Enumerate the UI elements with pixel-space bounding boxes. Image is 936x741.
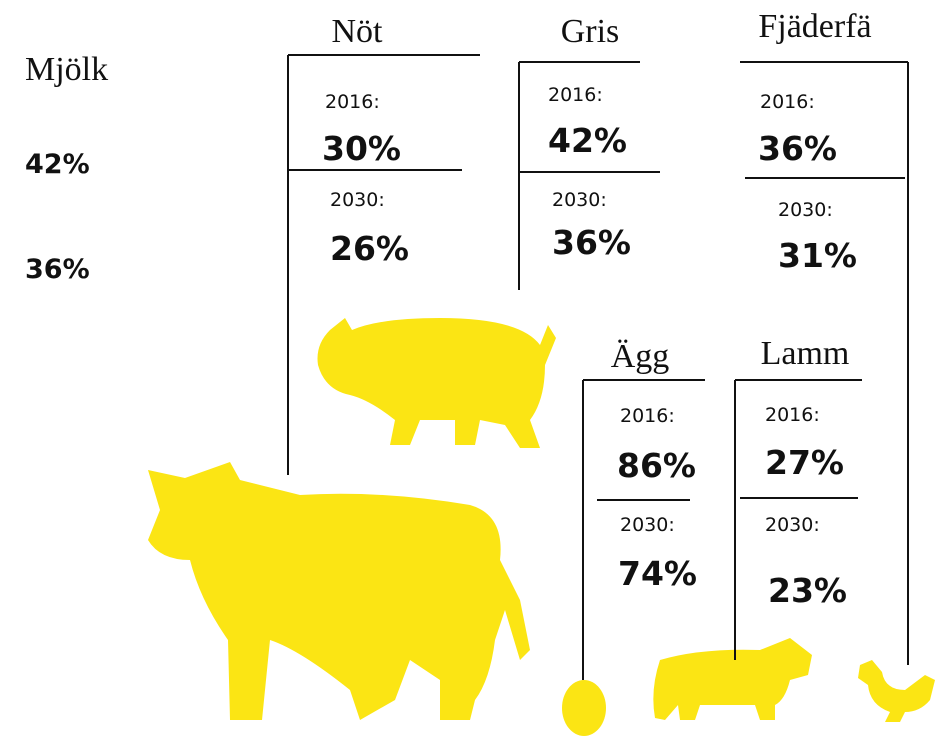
value: 23%	[768, 571, 847, 610]
year-label: 2016:	[765, 404, 820, 426]
year-label: 2030:	[552, 189, 607, 211]
egg	[562, 680, 606, 736]
milk-title: Mjölk	[25, 51, 108, 88]
year-label: 2030:	[620, 514, 675, 536]
infographic: Mjölk 42% 36% Nöt 2016: 30% 2030: 26% Gr…	[0, 0, 936, 741]
value: 36%	[758, 129, 837, 168]
value: 30%	[322, 129, 401, 168]
group-title: Lamm	[761, 335, 850, 372]
group-agg: Ägg 2016: 86% 2030: 74%	[583, 338, 705, 680]
group-gris: Gris 2016: 42% 2030: 36%	[519, 13, 660, 290]
value: 27%	[765, 443, 844, 482]
milk-section: Mjölk 42% 36%	[25, 51, 108, 285]
year-label: 2016:	[760, 91, 815, 113]
year-label: 2016:	[548, 84, 603, 106]
year-label: 2016:	[325, 91, 380, 113]
group-lamm: Lamm 2016: 27% 2030: 23%	[735, 335, 862, 660]
value: 31%	[778, 236, 857, 275]
pig	[318, 318, 557, 448]
milk-value: 36%	[25, 254, 90, 285]
group-title: Nöt	[332, 13, 384, 50]
milk-value: 42%	[25, 149, 90, 180]
group-title: Ägg	[611, 338, 670, 375]
year-label: 2016:	[620, 405, 675, 427]
chicken	[858, 660, 935, 722]
group-title: Fjäderfä	[758, 8, 871, 45]
value: 42%	[548, 121, 627, 160]
cow	[148, 462, 530, 720]
sheep	[653, 638, 812, 720]
value: 36%	[552, 223, 631, 262]
year-label: 2030:	[330, 189, 385, 211]
value: 74%	[618, 554, 697, 593]
value: 86%	[617, 446, 696, 485]
year-label: 2030:	[765, 514, 820, 536]
year-label: 2030:	[778, 199, 833, 221]
value: 26%	[330, 229, 409, 268]
group-title: Gris	[561, 13, 620, 50]
